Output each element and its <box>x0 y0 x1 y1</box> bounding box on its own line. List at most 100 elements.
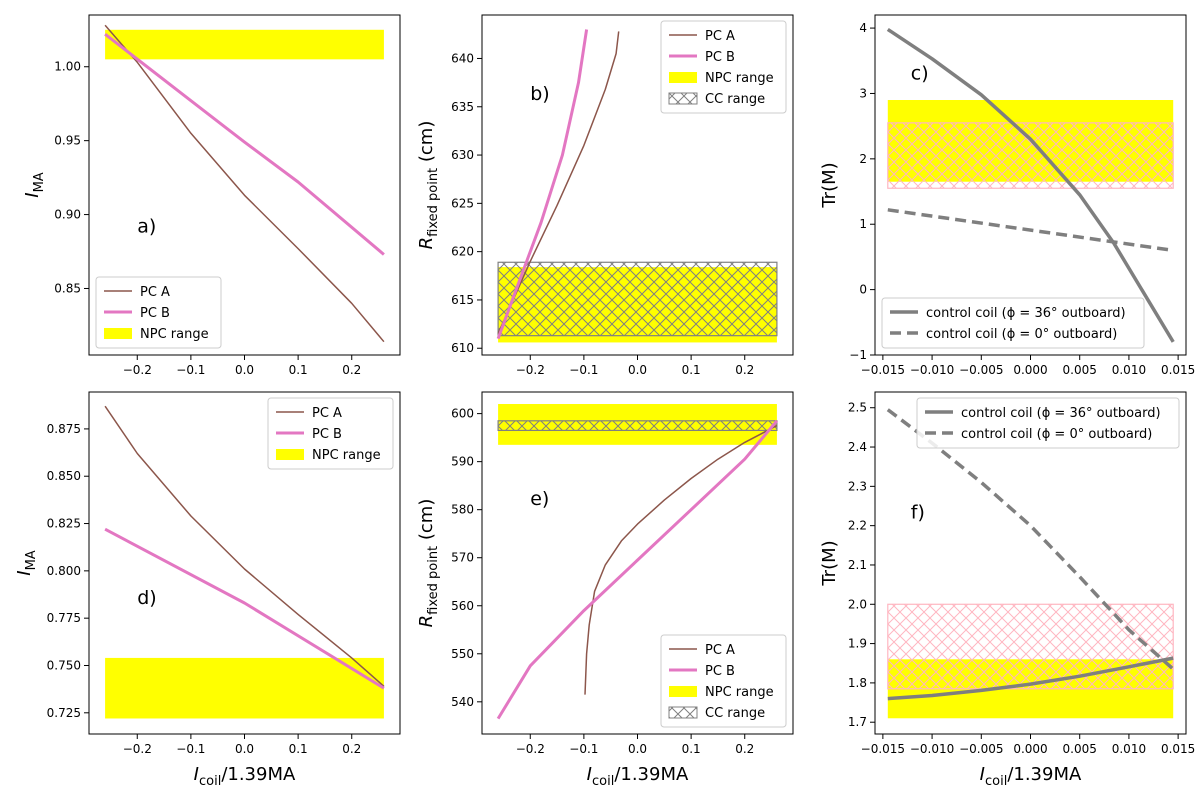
x-tick-label: 0.2 <box>342 742 361 756</box>
y-tick-label: 1.7 <box>848 715 867 729</box>
y-axis-label: Tr(M) <box>819 540 840 586</box>
x-tick-label: −0.1 <box>176 742 205 756</box>
legend: PC A PC B NPC range CC range <box>660 634 787 728</box>
y-tick-label: 570 <box>451 551 474 565</box>
x-tick-label: 0.1 <box>289 363 308 377</box>
y-tick-label: 2.1 <box>848 558 867 572</box>
y-tick-label: 0.90 <box>54 208 81 222</box>
series-line-second <box>496 419 779 720</box>
y-tick-label: 640 <box>451 51 474 65</box>
legend-entry-label: control coil (ϕ = 0° outboard) <box>961 427 1152 442</box>
x-tick-label: 0.010 <box>1112 363 1146 377</box>
series-line-second <box>104 33 385 256</box>
legend-patch-swatch <box>104 328 132 339</box>
legend-patch-swatch <box>668 92 698 105</box>
legend-entry-label: CC range <box>705 92 765 107</box>
legend-entry-label: PC A <box>312 406 342 421</box>
y-tick-label: 1.00 <box>54 60 81 74</box>
x-tick-label: −0.1 <box>569 363 598 377</box>
y-tick-label: 0.95 <box>54 134 81 148</box>
x-tick-label: 0.2 <box>735 363 754 377</box>
y-axis-label: Rfixed point (cm) <box>416 499 441 628</box>
x-tick-label: −0.010 <box>910 363 954 377</box>
y-tick-label: 2.2 <box>848 519 867 533</box>
y-tick-label: 0.725 <box>47 706 81 720</box>
legend: PC A PC B NPC range CC range <box>660 20 787 114</box>
y-tick-label: −1 <box>849 348 867 362</box>
x-tick-label: 0.0 <box>235 742 254 756</box>
y-tick-label: 630 <box>451 148 474 162</box>
x-tick-label: 0.000 <box>1013 363 1047 377</box>
y-tick-label: 0.800 <box>47 564 81 578</box>
band-npc-range <box>105 657 384 719</box>
band-cc-range <box>497 420 778 432</box>
legend-patch-swatch <box>668 706 698 719</box>
x-tick-label: −0.2 <box>123 742 152 756</box>
x-tick-label: −0.2 <box>123 363 152 377</box>
y-tick-label: 0.750 <box>47 658 81 672</box>
series-line-first <box>497 31 620 335</box>
panel-label: a) <box>137 216 156 238</box>
y-tick-label: 600 <box>451 407 474 421</box>
y-tick-label: 615 <box>451 293 474 307</box>
panel-label: b) <box>530 83 549 105</box>
legend-entry-label: PC B <box>705 50 735 65</box>
legend-patch-swatch <box>669 72 697 83</box>
y-axis-label: Tr(M) <box>819 162 840 208</box>
legend-frame <box>916 397 1180 449</box>
x-axis-label: Icoil/1.39MA <box>194 764 296 789</box>
legend-frame <box>881 297 1145 349</box>
x-tick-label: −0.2 <box>516 363 545 377</box>
x-axis-label: Icoil/1.39MA <box>587 764 689 789</box>
series-line-first <box>104 24 385 343</box>
y-tick-label: 610 <box>451 341 474 355</box>
legend-patch-swatch <box>669 686 697 697</box>
x-tick-label: 0.005 <box>1063 363 1097 377</box>
legend: control coil (ϕ = 36° outboard) control c… <box>881 297 1145 349</box>
legend-entry-label: PC A <box>705 29 735 44</box>
x-tick-label: 0.2 <box>735 742 754 756</box>
x-tick-label: 0.0 <box>235 363 254 377</box>
legend-frame <box>660 634 787 728</box>
x-tick-label: −0.005 <box>959 363 1003 377</box>
x-tick-label: −0.1 <box>569 742 598 756</box>
y-tick-label: 4 <box>859 21 867 35</box>
y-tick-label: 0.850 <box>47 469 81 483</box>
y-tick-label: 2.3 <box>848 479 867 493</box>
panel-label: e) <box>530 488 549 510</box>
legend-entry-label: control coil (ϕ = 36° outboard) <box>961 406 1161 421</box>
legend: control coil (ϕ = 36° outboard) control c… <box>916 397 1180 449</box>
legend-frame <box>660 20 787 114</box>
x-tick-label: −0.005 <box>959 742 1003 756</box>
chart-panel-e: −0.2 −0.1 0.0 0.1 0.2 540 550 560 570 580 590 600 Rf… <box>416 391 794 789</box>
y-tick-label: 0.825 <box>47 517 81 531</box>
band-npc-range <box>105 29 384 60</box>
band-cc-range <box>887 603 1174 690</box>
y-tick-label: 625 <box>451 196 474 210</box>
legend-entry-label: control coil (ϕ = 36° outboard) <box>926 306 1126 321</box>
legend-patch-swatch <box>276 449 304 460</box>
y-axis-label: IMA <box>14 550 39 576</box>
legend-entry-label: NPC range <box>312 448 381 463</box>
legend: PC A PC B NPC range <box>95 276 222 349</box>
legend-entry-label: PC B <box>140 306 170 321</box>
legend-entry-label: control coil (ϕ = 0° outboard) <box>926 327 1117 342</box>
y-tick-label: 560 <box>451 599 474 613</box>
series-line-second <box>496 29 589 340</box>
legend-entry-label: NPC range <box>140 327 209 342</box>
y-tick-label: 2.5 <box>848 401 867 415</box>
x-tick-label: 0.015 <box>1161 363 1195 377</box>
x-tick-label: 0.0 <box>628 742 647 756</box>
legend-entry-label: PC A <box>705 643 735 658</box>
legend-entry-label: NPC range <box>705 685 774 700</box>
band-cc-range <box>497 261 778 337</box>
chart-panel-c: −0.015 −0.010 −0.005 0.000 0.005 0.010 0.015 −1… <box>819 14 1195 377</box>
x-tick-label: 0.010 <box>1112 742 1146 756</box>
y-tick-label: 550 <box>451 647 474 661</box>
y-tick-label: 1.9 <box>848 637 867 651</box>
y-tick-label: 2.0 <box>848 597 867 611</box>
legend-entry-label: PC A <box>140 285 170 300</box>
x-tick-label: −0.015 <box>861 363 905 377</box>
legend-entry-label: NPC range <box>705 71 774 86</box>
